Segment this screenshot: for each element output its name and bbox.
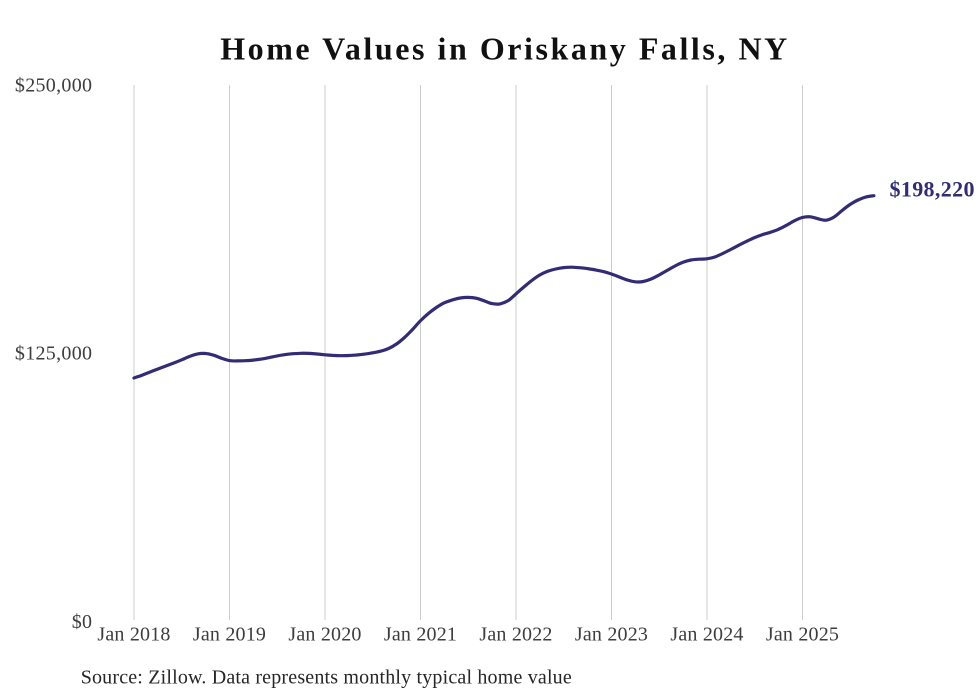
svg-text:$250,000: $250,000 bbox=[15, 74, 92, 96]
svg-text:Home Values in Oriskany Falls,: Home Values in Oriskany Falls, NY bbox=[220, 31, 790, 67]
svg-text:Jan 2022: Jan 2022 bbox=[479, 623, 552, 645]
svg-text:Jan 2020: Jan 2020 bbox=[288, 623, 361, 645]
svg-text:Source: Zillow. Data represent: Source: Zillow. Data represents monthly … bbox=[81, 667, 572, 689]
svg-text:$0: $0 bbox=[72, 611, 93, 633]
svg-text:Jan 2018: Jan 2018 bbox=[97, 623, 170, 645]
svg-text:$198,220: $198,220 bbox=[890, 176, 975, 201]
svg-text:Jan 2024: Jan 2024 bbox=[670, 623, 743, 645]
svg-text:Jan 2025: Jan 2025 bbox=[766, 623, 839, 645]
svg-text:Jan 2019: Jan 2019 bbox=[193, 623, 266, 645]
svg-text:Jan 2023: Jan 2023 bbox=[575, 623, 648, 645]
svg-text:$125,000: $125,000 bbox=[15, 342, 92, 364]
svg-text:Jan 2021: Jan 2021 bbox=[384, 623, 457, 645]
